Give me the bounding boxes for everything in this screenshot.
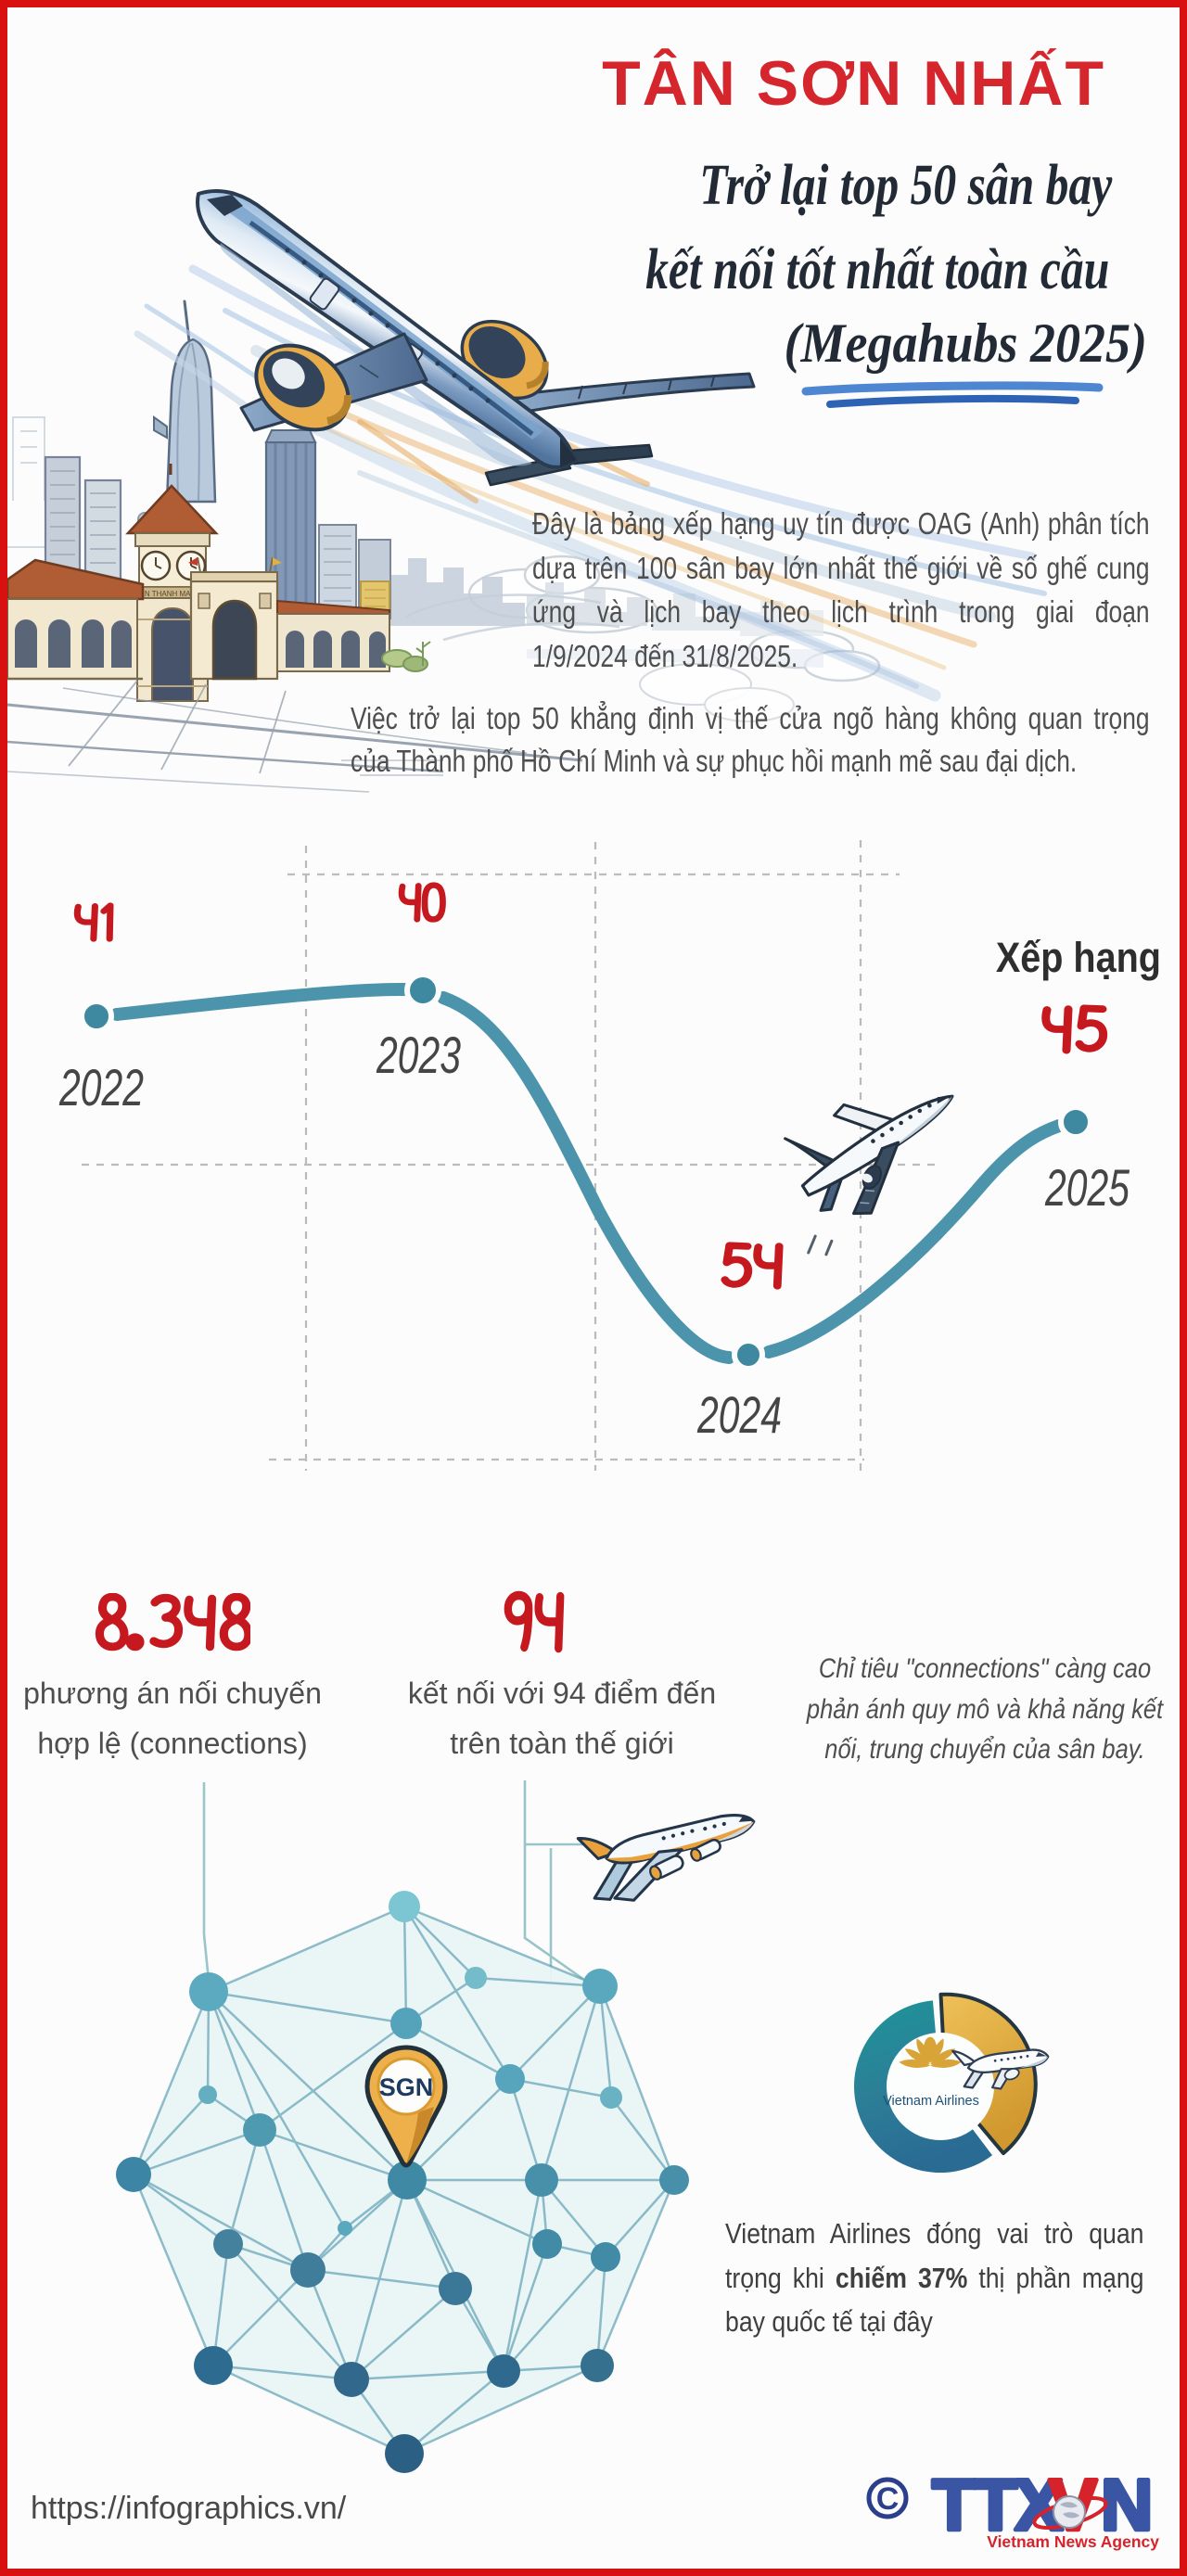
svg-text:2022: 2022 bbox=[58, 1060, 144, 1117]
svg-text:TTX: TTX bbox=[932, 2464, 1063, 2545]
svg-text:Vietnam News Agency: Vietnam News Agency bbox=[987, 2532, 1159, 2551]
svg-text:C: C bbox=[876, 2481, 900, 2517]
svg-text:SGN: SGN bbox=[379, 2073, 434, 2101]
svg-text:2023: 2023 bbox=[376, 1027, 461, 1085]
svg-text:2025: 2025 bbox=[1044, 1160, 1130, 1218]
svg-text:2024: 2024 bbox=[696, 1387, 782, 1445]
svg-text:BEN THANH MARKET: BEN THANH MARKET bbox=[134, 590, 211, 598]
svg-text:Xếp hạng: Xếp hạng bbox=[996, 935, 1161, 981]
svg-text:N: N bbox=[1101, 2464, 1153, 2545]
svg-text:Vietnam Airlines: Vietnam Airlines bbox=[883, 2094, 979, 2109]
